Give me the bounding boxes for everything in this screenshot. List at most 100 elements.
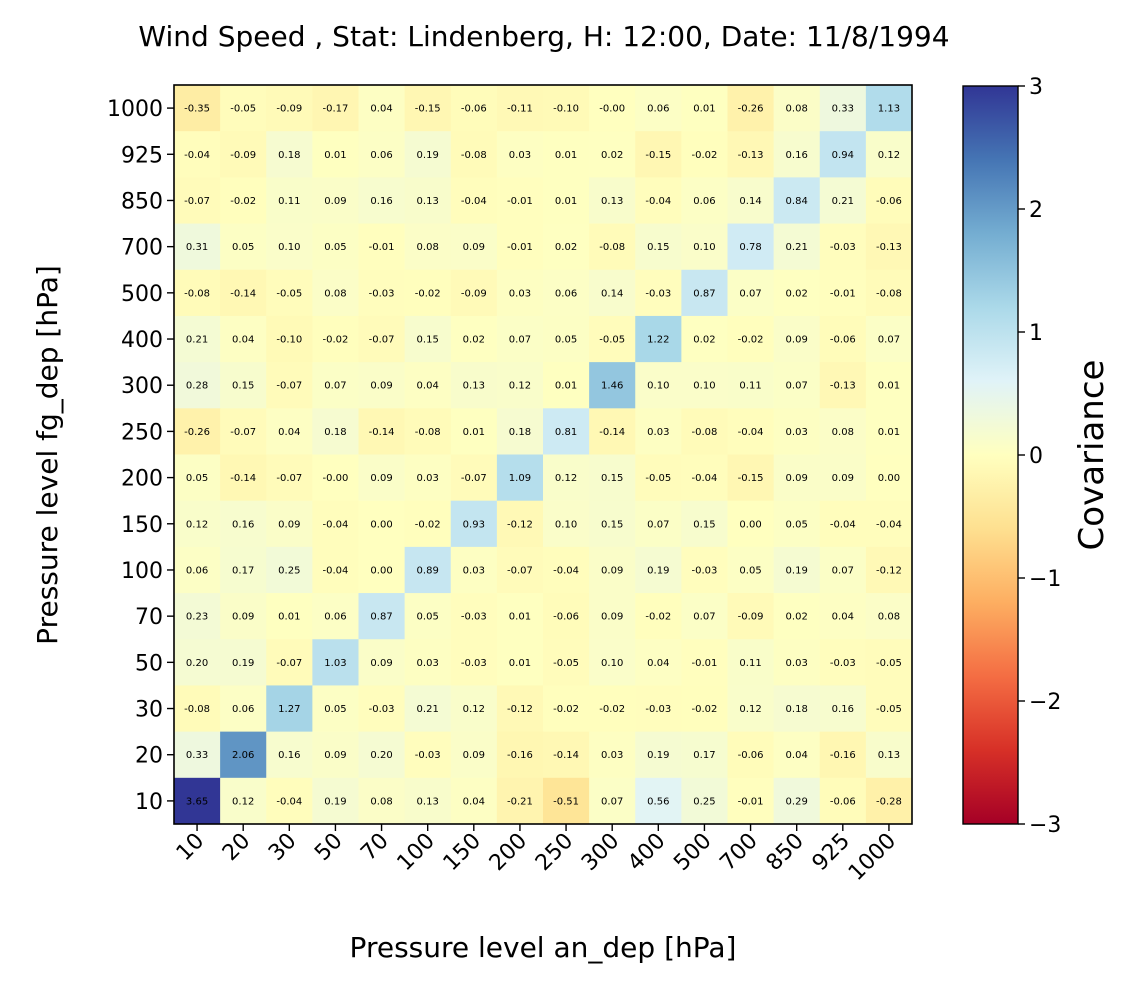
heatmap-cell (266, 685, 313, 733)
cell-value-label: 0.04 (786, 750, 808, 761)
heatmap-cell (450, 223, 498, 271)
heatmap-cell (865, 131, 913, 178)
heatmap-cell (865, 731, 913, 779)
cell-value-label: 0.12 (878, 150, 900, 161)
heatmap-cell (174, 639, 221, 686)
cell-value-label: -0.03 (369, 704, 395, 715)
heatmap-cell (174, 177, 221, 225)
heatmap-cell (589, 500, 636, 548)
heatmap-cell (819, 85, 867, 132)
cell-value-label: 0.01 (509, 612, 531, 623)
cell-value-label: 0.09 (278, 519, 300, 530)
heatmap-cell (174, 731, 221, 779)
cell-value-label: 0.15 (693, 519, 715, 530)
heatmap-cell (496, 131, 544, 178)
cell-value-label: -0.02 (230, 196, 256, 207)
cell-value-label: 0.03 (601, 750, 623, 761)
heatmap-cell (358, 85, 406, 132)
x-tick-label: 500 (669, 829, 716, 876)
cell-value-label: 1.22 (647, 335, 669, 346)
cell-value-label: 0.19 (647, 750, 669, 761)
heatmap-cell (174, 500, 221, 548)
cell-value-label: -0.04 (461, 196, 487, 207)
heatmap-cell (358, 500, 406, 548)
cell-value-label: -0.01 (738, 796, 764, 807)
cell-value-label: 0.89 (417, 565, 439, 576)
heatmap-cell (773, 454, 821, 502)
cell-value-label: 0.20 (186, 658, 208, 669)
heatmap-cell (727, 593, 775, 640)
cell-value-label: 0.04 (232, 335, 254, 346)
colorbar-tick-label: −3 (1029, 813, 1061, 838)
heatmap-cell-labels: -0.35 -0.05 -0.09 -0.17 0.04 -0.15 -0.06 -0.11 -… (184, 104, 902, 808)
cell-value-label: 0.02 (555, 242, 577, 253)
chart-title: Wind Speed , Stat: Lindenberg, H: 12:00,… (138, 20, 949, 53)
heatmap-cell (589, 85, 636, 132)
heatmap-cell (496, 546, 544, 594)
cell-value-label: 0.17 (232, 565, 254, 576)
heatmap-cell (266, 315, 313, 363)
cell-value-label: -0.51 (553, 796, 579, 807)
cell-value-label: 0.07 (509, 335, 531, 346)
heatmap-cell (865, 223, 913, 271)
cell-value-label: 0.04 (832, 612, 854, 623)
cell-value-label: 0.05 (417, 612, 439, 623)
y-tick-label: 70 (135, 605, 163, 630)
cell-value-label: -0.03 (692, 565, 718, 576)
cell-value-label: 3.65 (186, 796, 208, 807)
heatmap-cell (220, 546, 267, 594)
cell-value-label: -0.09 (461, 288, 487, 299)
heatmap-cell (174, 269, 221, 317)
cell-value-label: 0.84 (786, 196, 808, 207)
heatmap-cell (450, 639, 498, 686)
heatmap-cell (681, 500, 728, 548)
heatmap-cell (266, 639, 313, 686)
cell-value-label: 0.08 (878, 612, 900, 623)
cell-value-label: 0.31 (186, 242, 208, 253)
heatmap-cell (635, 131, 682, 178)
cell-value-label: 0.16 (370, 196, 392, 207)
heatmap-cell (773, 408, 821, 455)
cell-value-label: 0.23 (186, 612, 208, 623)
cell-value-label: 0.01 (555, 150, 577, 161)
cell-value-label: -0.14 (230, 288, 256, 299)
cell-value-label: 0.10 (693, 242, 715, 253)
cell-value-label: 0.01 (463, 427, 485, 438)
cell-value-label: -0.06 (461, 104, 487, 115)
cell-value-label: 0.12 (739, 704, 761, 715)
x-tick-label: 150 (439, 829, 486, 876)
cell-value-label: 0.13 (463, 381, 485, 392)
cell-value-label: 0.06 (693, 196, 715, 207)
heatmap-cell (404, 362, 452, 409)
cell-value-label: 0.03 (647, 427, 669, 438)
cell-value-label: 0.03 (509, 150, 531, 161)
heatmap-cell (312, 777, 359, 825)
heatmap-cell (635, 546, 682, 594)
cell-value-label: -0.02 (645, 612, 671, 623)
cell-value-label: 0.81 (555, 427, 577, 438)
heatmap-cell (819, 500, 867, 548)
colorbar-tick-label: 2 (1029, 198, 1043, 223)
cell-value-label: -0.06 (738, 750, 764, 761)
heatmap-cell (681, 731, 728, 779)
cell-value-label: -0.04 (645, 196, 671, 207)
colorbar-ticks: 3 2 1 0 −1 −2 −3 (1018, 75, 1061, 838)
cell-value-label: 0.19 (647, 565, 669, 576)
heatmap-cell (589, 546, 636, 594)
cell-value-label: 0.06 (186, 565, 208, 576)
cell-value-label: 0.09 (324, 750, 346, 761)
cell-value-label: -0.13 (830, 381, 856, 392)
y-tick-label: 500 (121, 282, 163, 307)
heatmap-cell (589, 131, 636, 178)
cell-value-label: -0.03 (830, 242, 856, 253)
cell-value-label: 0.03 (786, 427, 808, 438)
cell-value-label: 0.00 (878, 473, 900, 484)
heatmap-cell (174, 454, 221, 502)
heatmap-cell (404, 685, 452, 733)
cell-value-label: 0.07 (739, 288, 761, 299)
cell-value-label: 0.15 (601, 519, 623, 530)
heatmap-cell (681, 408, 728, 455)
cell-value-label: -0.10 (276, 335, 302, 346)
heatmap-cell (681, 85, 728, 132)
heatmap-cell (727, 269, 775, 317)
